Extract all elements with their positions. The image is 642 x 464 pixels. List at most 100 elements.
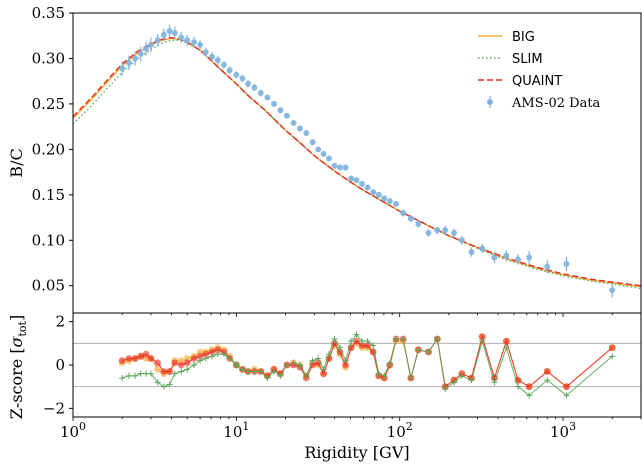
zscore-marker-quaint	[563, 383, 570, 391]
zscore-marker-slim	[190, 362, 197, 368]
data-point	[209, 53, 216, 60]
zscore-marker-quaint	[166, 368, 173, 375]
top-panel: 0.05 0.10 0.15 0.20 0.25 0.30 0.35 B/C BIG SLIM…	[7, 4, 642, 317]
zscore-marker-quaint	[142, 350, 150, 358]
data-point	[442, 227, 449, 234]
zscore-marker-slim	[290, 359, 297, 366]
zscore-marker-slim	[375, 370, 382, 377]
top-y-ticks: 0.05 0.10 0.15 0.20 0.25 0.30 0.35	[32, 4, 73, 295]
zscore-line-slim	[122, 333, 613, 396]
zscore-marker-quaint	[503, 337, 510, 345]
zscore-marker-slim	[315, 355, 322, 362]
zscore-marker-slim	[257, 368, 264, 375]
zscore-marker-slim	[132, 372, 139, 379]
data-point	[415, 220, 422, 227]
zscore-marker-quaint	[608, 344, 616, 352]
x-tick-exponent: 0	[79, 420, 86, 433]
data-point	[544, 263, 551, 270]
data-point	[143, 45, 150, 52]
data-point	[309, 139, 316, 146]
zscore-marker-slim	[125, 372, 132, 379]
bottom-y-tick-label: 2	[55, 313, 65, 331]
zscore-marker-slim	[336, 344, 343, 351]
zscore-marker-slim	[296, 362, 303, 368]
data-point	[296, 125, 303, 132]
zscore-marker-slim	[609, 353, 616, 360]
zscore-marker-slim	[491, 379, 498, 386]
zscore-marker-slim	[202, 355, 209, 362]
zscore-marker-slim	[451, 379, 458, 386]
data-point	[348, 175, 355, 182]
top-y-tick-label: 0.20	[32, 140, 65, 158]
zscore-marker-slim	[270, 368, 277, 375]
top-x-ticks	[72, 313, 642, 317]
zscore-marker-quaint	[190, 355, 198, 362]
data-point	[220, 61, 227, 68]
data-point	[283, 112, 290, 119]
data-point	[386, 198, 393, 205]
zscore-marker-quaint	[543, 368, 551, 375]
data-point	[315, 146, 322, 153]
bottom-x-ticks: 100 101 102 103	[60, 417, 642, 441]
zscore-marker-quaint	[320, 370, 327, 378]
x-tick-label: 102	[387, 420, 413, 441]
bottom-y-ticks: −2 0 2	[43, 313, 73, 417]
data-point	[239, 75, 246, 82]
zscore-marker-slim	[331, 336, 338, 342]
zscore-marker-quaint	[137, 352, 145, 360]
zscore-marker-slim	[563, 392, 570, 399]
zscore-marker-quaint	[364, 342, 372, 349]
x-tick-base: 10	[223, 423, 242, 441]
data-point	[381, 195, 388, 202]
zscore-marker-slim	[119, 375, 126, 381]
zscore-marker-slim	[239, 366, 246, 373]
data-point	[147, 41, 154, 48]
top-y-tick-label: 0.25	[32, 95, 65, 113]
ams-data-points	[119, 24, 616, 298]
zscore-marker-slim	[353, 331, 360, 338]
data-point	[264, 94, 271, 101]
zscore-marker-quaint	[171, 359, 179, 367]
legend: BIG SLIM QUAINT AMS-02 Data	[478, 30, 601, 111]
zscore-marker-slim	[245, 368, 252, 375]
zscore-marker-slim	[515, 383, 522, 390]
zscore-marker-slim	[359, 338, 366, 345]
zscore-marker-slim	[544, 377, 551, 384]
zscore-marker-slim	[160, 383, 167, 390]
x-tick-base: 10	[387, 423, 406, 441]
data-point	[370, 189, 377, 196]
x-tick-label: 101	[223, 420, 249, 441]
zscore-marker-slim	[264, 375, 271, 381]
top-y-tick-label: 0.35	[32, 4, 65, 22]
zscore-marker-slim	[407, 375, 414, 381]
data-point	[166, 28, 173, 35]
data-point	[184, 37, 191, 44]
zscore-marker-slim	[184, 366, 191, 373]
data-point	[214, 57, 221, 64]
zscore-marker-slim	[277, 372, 284, 379]
data-point	[491, 254, 498, 261]
bottom-y-tick-label: 0	[55, 356, 65, 374]
data-point	[125, 60, 132, 66]
top-y-tick-label: 0.30	[32, 49, 65, 67]
zscore-marker-slim	[209, 353, 216, 360]
zscore-marker-quaint	[118, 357, 126, 365]
zscore-marker-quaint	[177, 361, 185, 369]
zscore-marker-quaint	[183, 359, 191, 367]
data-point	[563, 260, 570, 267]
zscore-series-group	[118, 331, 616, 399]
data-point	[137, 50, 144, 57]
zscore-marker-quaint	[309, 361, 317, 369]
zscore-marker-quaint	[154, 359, 162, 367]
zscore-marker-quaint	[147, 355, 155, 362]
zscore-marker-slim	[147, 370, 154, 377]
legend-label: SLIM	[512, 52, 543, 67]
legend-marker-point	[487, 99, 493, 105]
data-point	[251, 84, 258, 91]
zscore-marker-quaint	[214, 346, 222, 354]
zscore-label-close: ]	[7, 315, 26, 321]
data-point	[190, 39, 197, 46]
data-point	[257, 90, 264, 96]
zscore-marker-slim	[171, 370, 178, 377]
